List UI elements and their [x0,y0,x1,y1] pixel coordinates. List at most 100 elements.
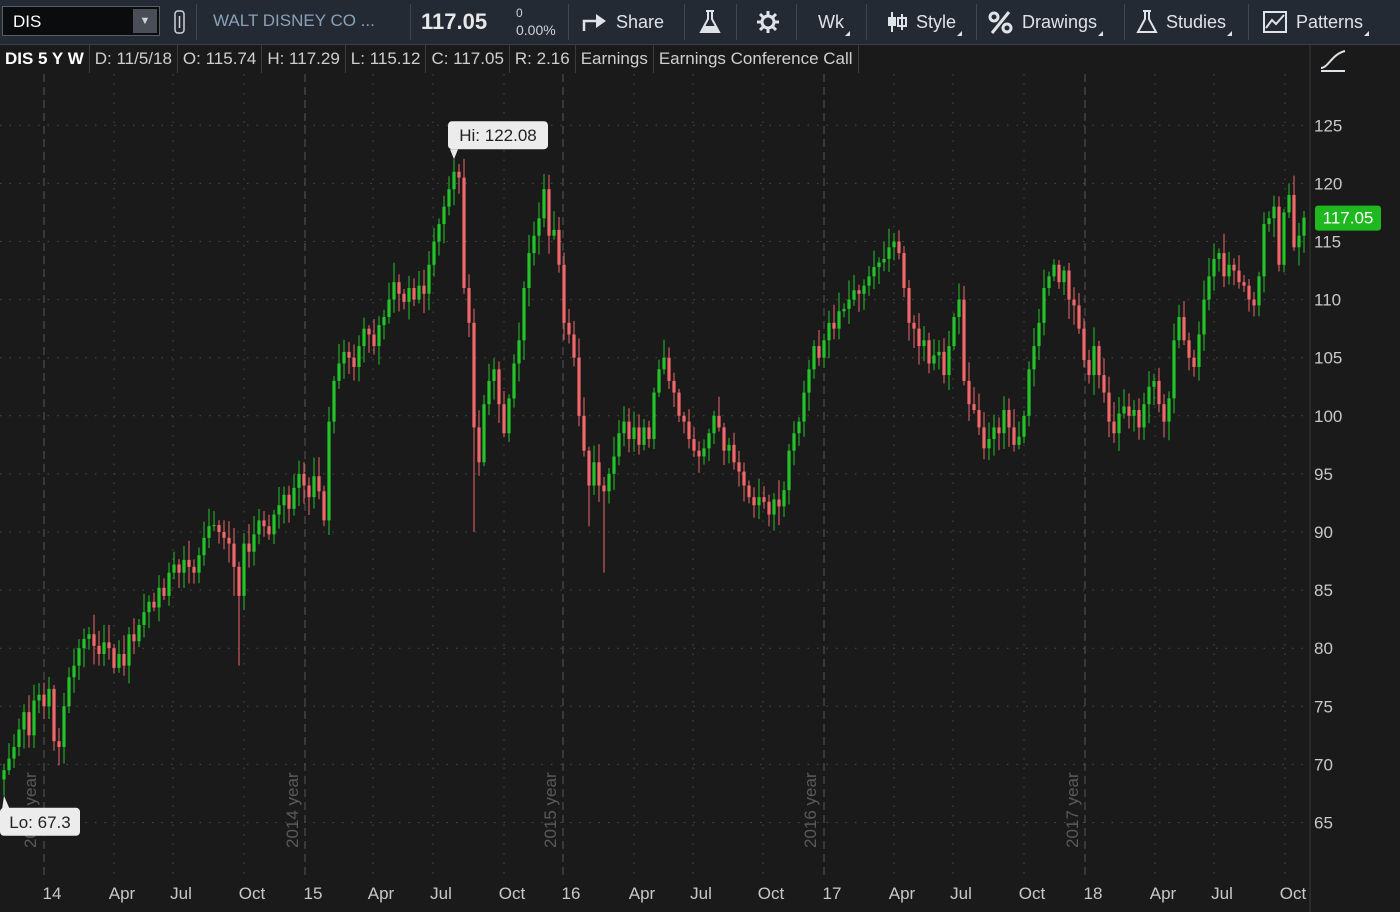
candle-body [332,380,336,422]
candle-body [737,462,741,472]
y-tick-label: 105 [1314,349,1342,368]
gear-icon[interactable] [756,10,780,34]
candle-body [1147,386,1151,405]
candle-body [1027,369,1031,416]
symbol-input[interactable]: DIS ▼ [2,6,160,36]
candle-body [582,415,586,451]
candle-body [197,555,201,573]
candle-body [1252,299,1256,306]
candle-body [447,189,451,207]
candle-body [1172,340,1176,399]
x-tick-label: 16 [562,884,581,903]
candle-body [862,285,866,294]
candle-body [632,427,636,440]
candle-body [942,351,946,376]
candle-body [167,572,171,596]
net-change: 0 [516,6,523,20]
style-button[interactable]: Style [886,0,963,44]
candle-body [372,334,376,347]
candle-body [1057,264,1061,283]
symbol-dropdown-icon[interactable]: ▼ [133,9,157,33]
info-bar: DIS 5 Y W D: 11/5/18 O: 115.74 H: 117.29… [0,45,859,73]
candle-body [412,287,416,300]
chart-symbol[interactable]: DIS 5 Y W [0,45,90,73]
candle-body [997,427,1001,434]
x-tick-label: Oct [1019,884,1046,903]
studies-label: Studies [1166,11,1227,32]
patterns-label: Patterns [1296,11,1364,32]
x-tick-label: Apr [109,884,136,903]
candle-body [892,241,896,248]
candle-body [657,369,661,393]
candle-body [137,624,141,642]
candle-body [1062,270,1066,283]
candle-body [982,427,986,449]
candle-body [1232,264,1236,271]
bar-date: D: 11/5/18 [89,45,178,73]
candle-body [1182,317,1186,341]
earnings-marker-label[interactable]: Earnings [575,45,654,73]
y-tick-label: 75 [1314,697,1333,716]
candle-body [72,665,76,678]
candle-body [12,746,16,759]
candle-body [1272,206,1276,219]
candle-body [1012,427,1016,445]
symbol-text[interactable]: DIS [13,12,42,31]
candle-body [937,351,941,356]
flask-icon[interactable] [698,9,722,35]
flask-studies-icon [1136,10,1158,33]
x-tick-label: 18 [1084,884,1103,903]
bar-high: H: 117.29 [262,45,346,73]
candle-body [127,634,131,666]
candle-body [207,526,211,538]
candle-body [367,328,371,335]
candle-body [162,587,166,596]
candle-body [962,299,966,381]
candle-body [552,229,556,236]
candle-body [1077,305,1081,329]
year-label: 2017 year [1063,772,1082,848]
plot-area[interactable] [0,44,1310,912]
candle-body [242,543,246,596]
candle-body [1292,195,1296,248]
candle-body [1107,392,1111,422]
patterns-button[interactable]: Patterns [1262,0,1370,44]
candle-body [442,206,446,225]
candle-body [172,564,176,573]
aggregation-button[interactable]: Wk [818,0,850,44]
candle-body [837,311,841,329]
candle-body [802,392,806,422]
x-tick-label: Oct [499,884,526,903]
x-tick-label: Jul [170,884,192,903]
candle-body [1082,328,1086,361]
x-tick-label: Jul [430,884,452,903]
candle-body [527,253,531,288]
share-button[interactable]: Share [582,0,664,44]
drawings-button[interactable]: Drawings [988,0,1104,44]
percent-icon [988,11,1013,34]
candle-body [52,688,56,742]
candle-body [1102,375,1106,393]
x-tick-label: Oct [239,884,266,903]
candle-body [827,322,831,341]
candle-body [502,404,506,434]
candle-body [782,490,786,507]
candle-body [147,601,151,613]
last-price-tag-label: 117.05 [1323,209,1374,228]
link-icon[interactable] [172,10,188,34]
candle-body [512,363,516,399]
candle-body [452,171,456,190]
conference-call-label[interactable]: Earnings Conference Call [653,45,859,73]
candle-body [637,427,641,445]
studies-button[interactable]: Studies [1136,0,1233,44]
trendline-icon[interactable] [1318,46,1348,74]
candle-body [57,741,61,747]
candle-body [462,177,466,288]
candle-body [32,700,36,736]
candle-body [387,299,391,318]
candle-body [887,247,891,259]
bar-low: L: 115.12 [345,45,427,73]
y-tick-label: 90 [1314,523,1333,542]
candle-body [1267,218,1271,225]
